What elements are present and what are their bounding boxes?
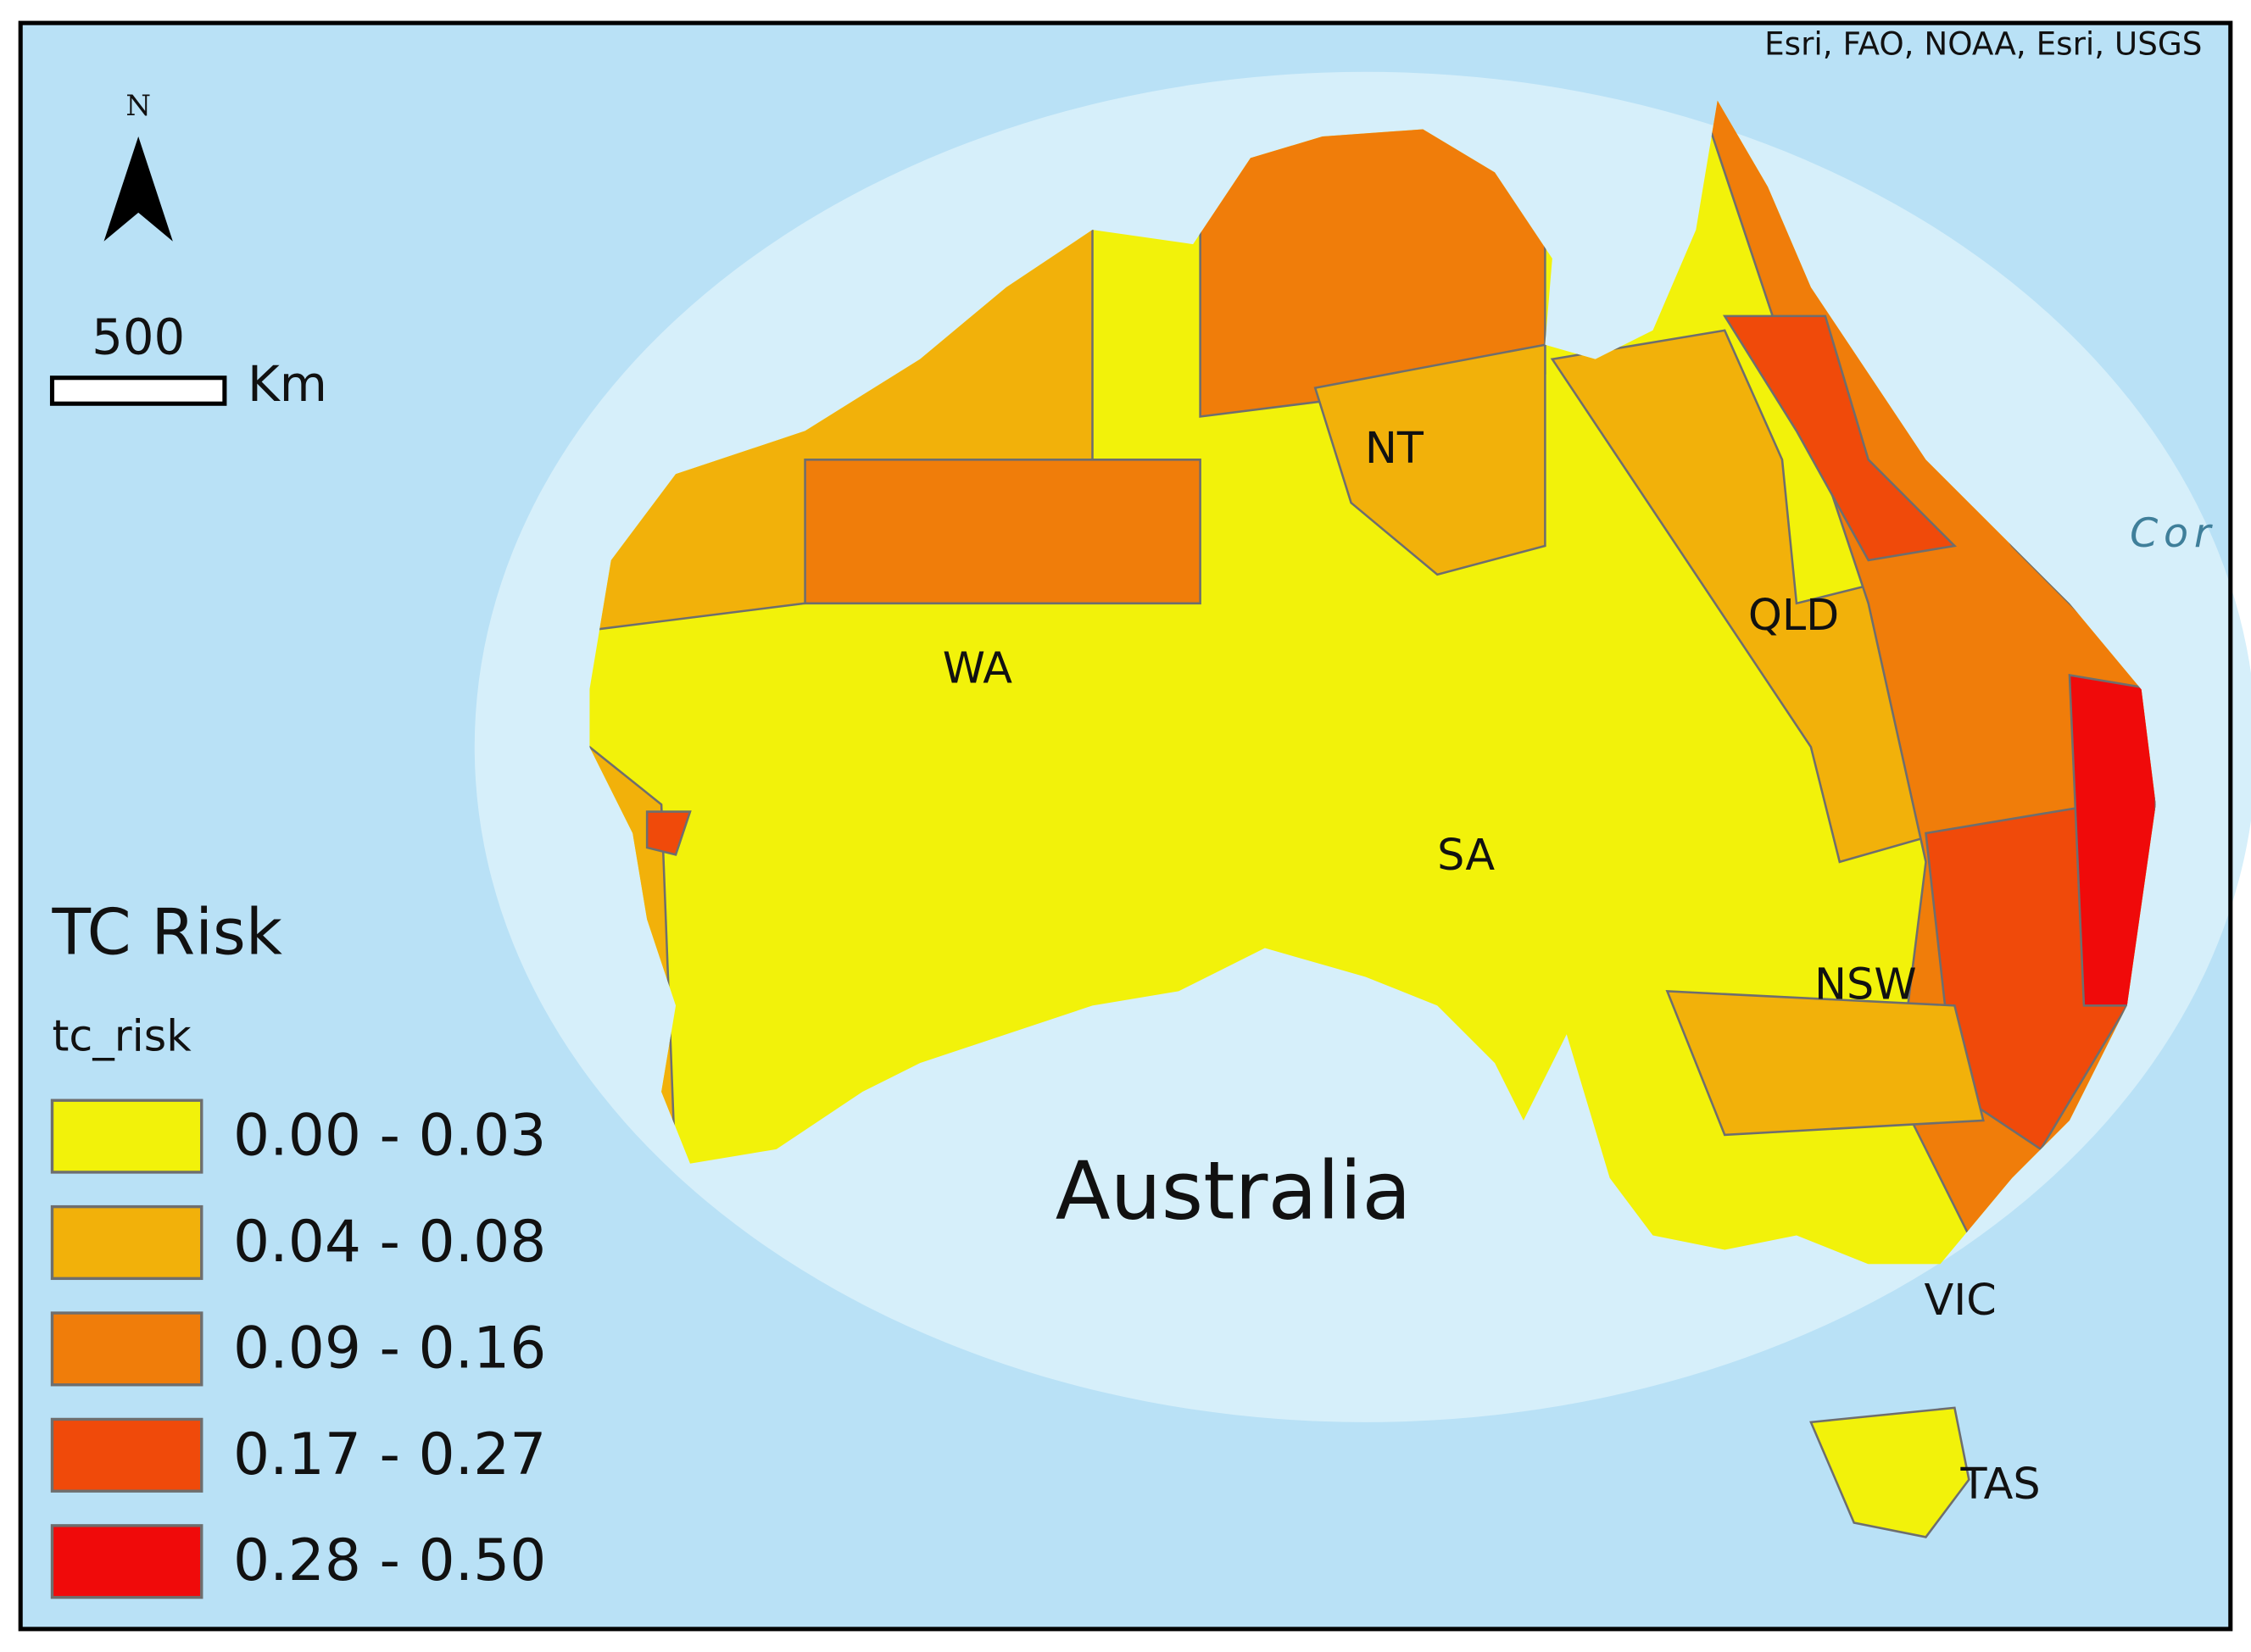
region-label: NT bbox=[1365, 423, 1424, 473]
region bbox=[1313, 343, 1546, 576]
tasmania bbox=[1809, 1406, 1970, 1538]
region-label: WA bbox=[943, 642, 1012, 693]
region bbox=[1722, 314, 1958, 562]
scale-bar bbox=[49, 375, 227, 406]
region-label: QLD bbox=[1748, 590, 1839, 640]
legend-label: 0.17 - 0.27 bbox=[233, 1421, 546, 1488]
regions bbox=[589, 100, 2156, 1265]
region bbox=[645, 810, 692, 856]
legend-swatch bbox=[50, 1417, 203, 1493]
legend-swatch bbox=[50, 1204, 203, 1281]
legend-swatch bbox=[50, 1099, 203, 1174]
region-label: NSW bbox=[1814, 959, 1917, 1009]
map-title: Australia bbox=[1056, 1145, 1412, 1238]
legend-label: 0.04 - 0.08 bbox=[233, 1208, 546, 1275]
region bbox=[1665, 990, 1985, 1137]
scale-unit: Km bbox=[248, 356, 327, 413]
attribution: Esri, FAO, NOAA, Esri, USGS bbox=[1764, 25, 2202, 63]
legend-label: 0.00 - 0.03 bbox=[233, 1102, 546, 1169]
legend-swatch bbox=[50, 1311, 203, 1387]
legend: 0.00 - 0.03 0.04 - 0.08 0.09 - 0.16 0.17 - … bbox=[50, 1099, 546, 1599]
region bbox=[2068, 674, 2156, 1007]
north-label: N bbox=[125, 89, 151, 122]
legend-label: 0.28 - 0.50 bbox=[233, 1527, 546, 1594]
region-label: VIC bbox=[1925, 1275, 1997, 1325]
region bbox=[804, 459, 1201, 605]
sea-label: Cor bbox=[2130, 510, 2216, 557]
north-arrow bbox=[103, 136, 173, 242]
legend-swatch bbox=[50, 1524, 203, 1599]
region-label: TAS bbox=[1960, 1459, 2041, 1509]
scale-distance: 500 bbox=[92, 309, 185, 365]
region-label: SA bbox=[1437, 830, 1495, 880]
legend-title: TC Risk bbox=[51, 895, 282, 969]
frame bbox=[18, 20, 2233, 1632]
legend-field: tc_risk bbox=[52, 1010, 192, 1060]
legend-label: 0.09 - 0.16 bbox=[233, 1314, 546, 1381]
